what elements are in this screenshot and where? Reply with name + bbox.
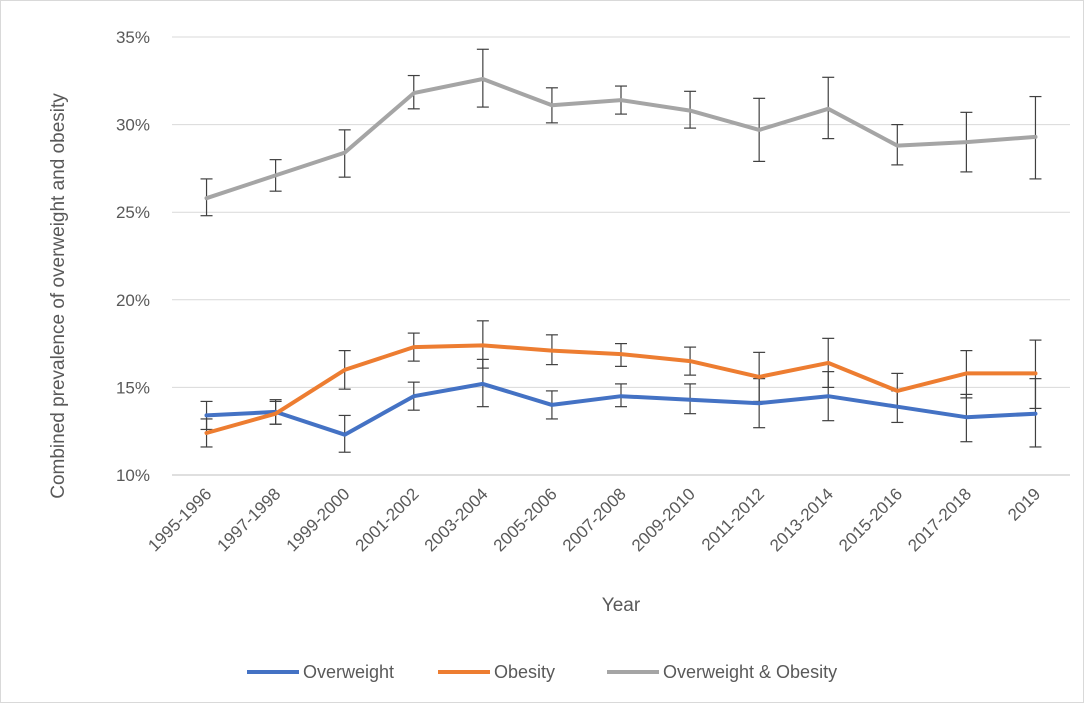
x-tick-label: 1997-1998: [214, 484, 285, 555]
y-tick-label: 15%: [116, 378, 150, 397]
legend-label: Overweight: [303, 662, 394, 682]
legend-item: Overweight & Obesity: [607, 662, 837, 682]
y-tick-label: 35%: [116, 28, 150, 47]
x-tick-label: 2007-2008: [559, 484, 630, 555]
series-line-obesity: [204, 343, 1038, 435]
legend-item: Obesity: [438, 662, 555, 682]
y-tick-label: 25%: [116, 203, 150, 222]
legend-label: Overweight & Obesity: [663, 662, 837, 682]
x-tick-label: 2017-2018: [904, 484, 975, 555]
legend: Overweight Obesity Overweight & Obesity: [247, 662, 837, 682]
x-tick-label: 2015-2016: [835, 484, 906, 555]
gridlines: [172, 36, 1070, 388]
x-tick-label: 1999-2000: [283, 484, 354, 555]
x-tick-label: 2009-2010: [628, 484, 699, 555]
series-line-overweight: [204, 381, 1038, 437]
x-tick-label: 2011-2012: [698, 484, 768, 554]
y-axis-tick-labels: 10% 15% 20% 25% 30% 35%: [116, 28, 150, 485]
y-tick-label: 30%: [116, 116, 150, 135]
series-line-overweight-obesity: [204, 77, 1038, 201]
legend-item: Overweight: [247, 662, 394, 682]
legend-label: Obesity: [494, 662, 555, 682]
y-axis-title: Combined prevalence of overweight and ob…: [48, 93, 69, 499]
x-tick-label: 2019: [1004, 484, 1044, 524]
x-axis-tick-labels: 1995-19961997-19981999-20002001-20022003…: [144, 484, 1044, 555]
series-lines: [204, 77, 1038, 437]
x-tick-label: 2003-2004: [421, 484, 492, 555]
x-tick-label: 2013-2014: [766, 484, 837, 555]
x-tick-label: 2001-2002: [352, 484, 423, 555]
error-bars: [200, 48, 1042, 453]
x-tick-label: 1995-1996: [144, 484, 215, 555]
x-axis-title: Year: [602, 595, 641, 616]
x-tick-label: 2005-2006: [490, 484, 561, 555]
y-tick-label: 20%: [116, 291, 150, 310]
y-tick-label: 10%: [116, 466, 150, 485]
